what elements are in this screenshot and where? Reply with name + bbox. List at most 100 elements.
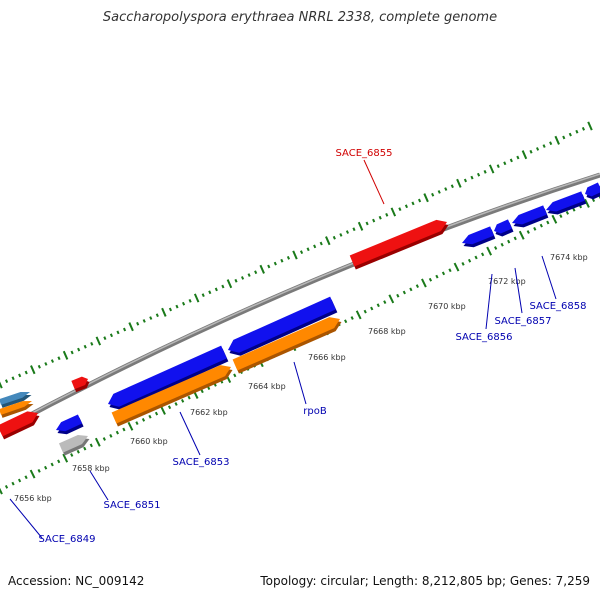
tick-mark — [102, 437, 106, 441]
tick-mark — [11, 376, 15, 381]
gene-arrow[interactable] — [232, 317, 340, 371]
gene-arrow[interactable] — [111, 365, 231, 424]
tick-mark — [70, 453, 74, 457]
tick-mark — [44, 362, 48, 366]
tick-mark — [461, 262, 465, 266]
tick-mark — [344, 319, 348, 324]
tick-mark — [128, 322, 134, 332]
tick-mark — [398, 207, 402, 211]
tick-mark — [376, 303, 380, 308]
tick-mark — [521, 150, 528, 160]
tick-mark — [30, 365, 36, 375]
gene-label[interactable]: rpoB — [303, 406, 327, 417]
tick-mark — [136, 321, 140, 326]
tick-mark — [95, 336, 102, 346]
tick-mark — [467, 258, 472, 263]
label-layer: 7656 kbp 7658 kbp 7660 kbp 7662 kbp 7664 kbp… — [9, 148, 588, 545]
tick-mark — [226, 279, 233, 289]
tick-mark — [551, 214, 558, 224]
gene-arrow[interactable] — [546, 191, 585, 212]
scale-tick-label: 7672 kbp — [488, 277, 526, 286]
tick-mark — [149, 316, 153, 320]
tick-mark — [421, 278, 427, 288]
gene-label[interactable]: SACE_6851 — [104, 500, 161, 511]
tick-mark — [148, 414, 152, 419]
gene-arrow[interactable] — [349, 219, 447, 267]
tick-mark — [267, 264, 271, 269]
gene-arrow[interactable] — [0, 411, 38, 437]
tick-mark — [486, 246, 493, 256]
tick-mark — [529, 149, 533, 154]
tick-mark — [286, 256, 291, 260]
gene-label[interactable]: SACE_6855 — [336, 148, 393, 159]
scale-tick-label: 7656 kbp — [14, 494, 52, 503]
tick-mark — [587, 121, 593, 131]
gene-label[interactable]: SACE_6853 — [173, 457, 230, 468]
gene-arrow[interactable] — [494, 219, 513, 234]
tick-mark — [509, 158, 513, 163]
tick-mark — [259, 264, 265, 274]
outer-tick-ring — [0, 121, 593, 389]
tick-mark — [109, 433, 113, 438]
gene-leader-line — [485, 273, 493, 330]
tick-mark — [444, 187, 448, 191]
tick-mark — [450, 184, 454, 189]
tick-mark — [568, 132, 572, 137]
tick-mark — [109, 333, 114, 338]
tick-mark — [370, 306, 374, 311]
tick-mark — [325, 236, 331, 246]
gene-leader-line — [179, 411, 201, 456]
tick-mark — [372, 218, 376, 223]
tick-mark — [516, 155, 520, 160]
tick-mark — [533, 226, 537, 231]
tick-mark — [526, 230, 530, 234]
tick-mark — [355, 310, 362, 320]
tick-mark — [122, 327, 127, 332]
gene-label[interactable]: SACE_6849 — [39, 534, 96, 545]
gene-arrow[interactable] — [108, 345, 227, 407]
tick-mark — [37, 364, 41, 369]
tick-mark — [500, 242, 504, 247]
tick-mark — [559, 214, 563, 218]
gene-leader-line — [541, 255, 557, 300]
tick-mark — [463, 178, 468, 183]
tick-mark — [441, 271, 446, 276]
tick-mark — [503, 161, 507, 166]
tick-mark — [562, 135, 566, 140]
gene-label[interactable]: SACE_6858 — [530, 301, 587, 312]
gene-arrow[interactable] — [512, 205, 547, 225]
tick-mark — [518, 230, 525, 240]
map-title: Saccharopolyspora erythraea NRRL 2338, c… — [102, 10, 498, 25]
tick-mark — [247, 273, 251, 277]
scale-tick-label: 7660 kbp — [130, 437, 168, 446]
gene-arrow[interactable] — [58, 435, 88, 453]
gene-arrow[interactable] — [585, 182, 600, 197]
tick-mark — [396, 293, 400, 298]
tick-mark — [435, 274, 439, 279]
gene-arrow[interactable] — [0, 401, 32, 415]
gene-label[interactable]: SACE_6857 — [495, 316, 552, 327]
tick-mark — [409, 287, 413, 292]
tick-mark — [390, 207, 397, 217]
scale-tick-label: 7658 kbp — [72, 464, 110, 473]
tick-mark — [77, 347, 81, 352]
tick-mark — [456, 178, 462, 188]
tick-mark — [234, 278, 238, 283]
tick-mark — [44, 465, 48, 470]
scale-tick-label: 7662 kbp — [190, 408, 228, 417]
gene-arrow[interactable] — [0, 392, 30, 405]
gene-arrow[interactable] — [228, 296, 336, 353]
tick-mark — [17, 478, 22, 483]
tick-mark — [496, 164, 500, 168]
gene-arrow[interactable] — [56, 414, 83, 432]
gene-arrow[interactable] — [71, 376, 88, 390]
gene-arrow[interactable] — [462, 226, 494, 245]
scale-tick-label: 7668 kbp — [368, 327, 406, 336]
gene-label[interactable]: SACE_6856 — [456, 332, 513, 343]
tick-mark — [350, 316, 354, 320]
tick-mark — [306, 247, 310, 252]
tick-mark — [549, 141, 553, 146]
genome-backbone-highlight — [0, 173, 600, 431]
tick-mark — [488, 164, 495, 174]
